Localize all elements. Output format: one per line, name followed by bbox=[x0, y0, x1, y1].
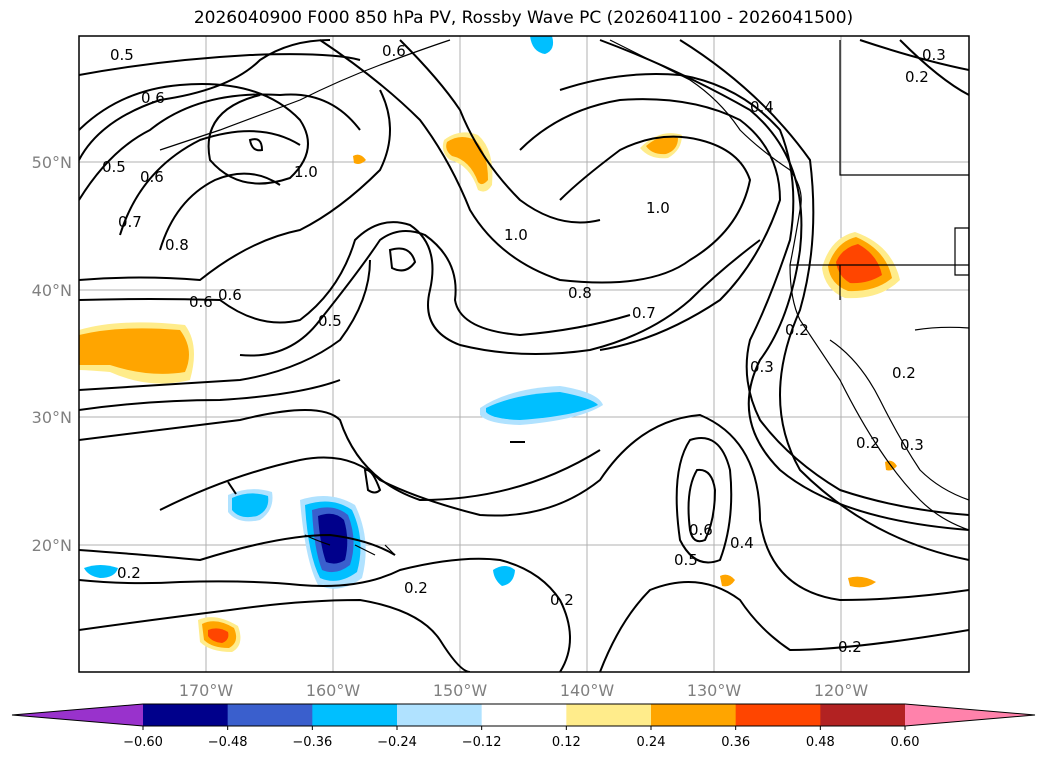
colorbar-segment bbox=[481, 704, 567, 726]
graticule bbox=[79, 36, 969, 672]
colorbar-tick-label: 0.24 bbox=[637, 735, 666, 750]
colorbar-segment bbox=[735, 704, 821, 726]
contour-label: 0.3 bbox=[900, 436, 924, 454]
colorbar-extend-low bbox=[12, 704, 143, 726]
lon-label: 120°W bbox=[814, 681, 869, 700]
map-title: 2026040900 F000 850 hPa PV, Rossby Wave … bbox=[193, 8, 854, 28]
lat-label: 30°N bbox=[32, 408, 72, 427]
contour-label: 0.8 bbox=[165, 236, 189, 254]
colorbar-segment bbox=[227, 704, 313, 726]
contour-label: 0.2 bbox=[838, 638, 862, 656]
contour-label: 1.0 bbox=[294, 163, 318, 181]
contour-label: 0.7 bbox=[118, 213, 142, 231]
contour-label: 0.6 bbox=[141, 89, 165, 107]
colorbar-tick-label: −0.60 bbox=[123, 735, 163, 750]
contour-label: 0.4 bbox=[750, 98, 774, 116]
lon-label: 160°W bbox=[306, 681, 361, 700]
contour-label: 0.7 bbox=[632, 304, 656, 322]
contour-label: 1.0 bbox=[504, 226, 528, 244]
colorbar-segment bbox=[397, 704, 483, 726]
contour-label: 0.4 bbox=[730, 534, 754, 552]
map-border bbox=[78, 35, 970, 673]
lat-label: 20°N bbox=[32, 536, 72, 555]
colorbar-tick-label: 0.12 bbox=[552, 735, 581, 750]
contour-label: 0.2 bbox=[785, 321, 809, 339]
contour-label: 0.6 bbox=[189, 293, 213, 311]
lon-label: 140°W bbox=[560, 681, 615, 700]
colorbar-tick-label: −0.24 bbox=[377, 735, 417, 750]
contour-label: 0.8 bbox=[568, 284, 592, 302]
contour-label: 0.5 bbox=[674, 551, 698, 569]
lon-label: 130°W bbox=[687, 681, 742, 700]
pc-shading bbox=[79, 36, 900, 652]
contour-label: 0.2 bbox=[892, 364, 916, 382]
contour-label: 0.3 bbox=[922, 46, 946, 64]
lon-label: 150°W bbox=[433, 681, 488, 700]
contour-label: 0.2 bbox=[905, 68, 929, 86]
contour-label: 0.3 bbox=[750, 358, 774, 376]
contour-label: 0.5 bbox=[318, 312, 342, 330]
colorbar-tick-label: 0.48 bbox=[806, 735, 835, 750]
pv-contours bbox=[79, 39, 969, 672]
coastlines bbox=[159, 39, 969, 556]
contour-label: 0.2 bbox=[404, 579, 428, 597]
contour-label: 0.6 bbox=[382, 42, 406, 60]
colorbar-tick-label: 0.36 bbox=[721, 735, 750, 750]
contour-label: 0.5 bbox=[102, 158, 126, 176]
colorbar-segment bbox=[566, 704, 652, 726]
contour-label: 0.2 bbox=[117, 564, 141, 582]
longitude-labels: 170°W 160°W 150°W 140°W 130°W 120°W bbox=[179, 681, 869, 700]
colorbar-extend-high bbox=[905, 704, 1035, 726]
contour-label: 0.6 bbox=[218, 286, 242, 304]
contour-label: 0.5 bbox=[110, 46, 134, 64]
colorbar-segment bbox=[651, 704, 737, 726]
contour-label: 0.6 bbox=[140, 168, 164, 186]
contour-label: 0.6 bbox=[689, 521, 713, 539]
contour-labels: 0.5 0.6 0.6 0.5 0.6 0.7 1.0 0.8 0.6 0.6 … bbox=[102, 42, 946, 656]
colorbar-segment bbox=[312, 704, 398, 726]
colorbar-segment bbox=[143, 704, 229, 726]
latitude-labels: 50°N 40°N 30°N 20°N bbox=[32, 153, 72, 555]
colorbar-segment bbox=[820, 704, 906, 726]
lon-label: 170°W bbox=[179, 681, 234, 700]
contour-label: 0.2 bbox=[550, 591, 574, 609]
colorbar-tick-label: 0.60 bbox=[891, 735, 920, 750]
contour-label: 1.0 bbox=[646, 199, 670, 217]
colorbar-tick-label: −0.36 bbox=[292, 735, 332, 750]
contour-label: 0.2 bbox=[856, 434, 880, 452]
colorbar: −0.60 −0.48 −0.36 −0.24 −0.12 0.12 0.24 0.36 0.4… bbox=[11, 703, 1036, 750]
colorbar-tick-label: −0.12 bbox=[462, 735, 502, 750]
colorbar-tick-label: −0.48 bbox=[208, 735, 248, 750]
lat-label: 50°N bbox=[32, 153, 72, 172]
lat-label: 40°N bbox=[32, 281, 72, 300]
